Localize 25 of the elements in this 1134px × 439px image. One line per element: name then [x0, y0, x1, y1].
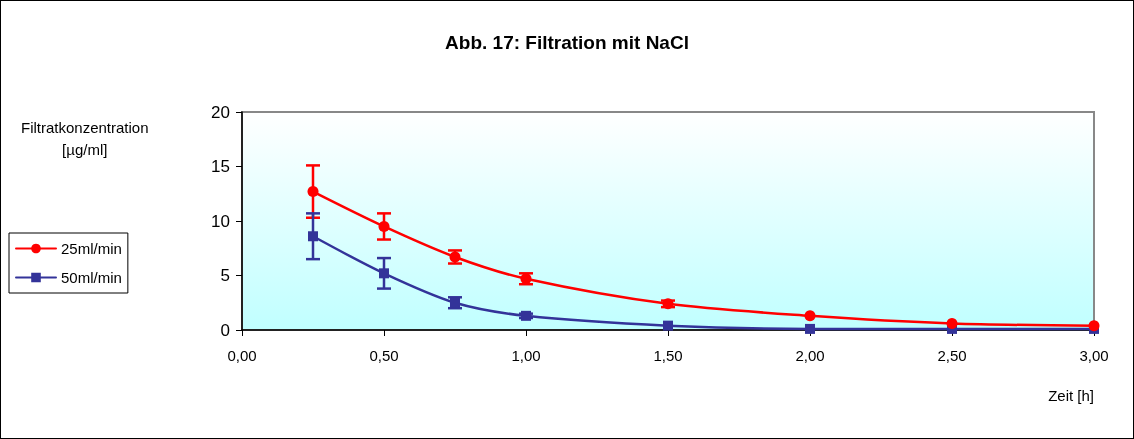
y-axis-title: Filtratkonzentration [µg/ml]: [21, 118, 149, 158]
x-tick-label: 2,50: [937, 347, 967, 364]
y-tick-label: 0: [220, 320, 230, 340]
legend-label: 25ml/min: [61, 240, 122, 257]
y-tick-label: 5: [220, 266, 230, 285]
x-tick-label: 0,00: [227, 347, 257, 364]
point: [378, 220, 390, 232]
x-tick-label: 2,00: [795, 347, 825, 364]
y-tick-label: 20: [211, 102, 230, 122]
point: [805, 323, 815, 334]
y-tick-label: 15: [211, 157, 230, 176]
x-axis-title: Zeit [h]: [1048, 387, 1094, 404]
point: [308, 231, 318, 242]
x-tick-label: 0,50: [369, 347, 399, 364]
x-tick-label: 1,50: [653, 347, 683, 364]
x-tick-label: 1,00: [511, 347, 541, 364]
point: [307, 186, 319, 198]
point: [663, 320, 673, 331]
point: [379, 268, 389, 279]
chart-title: Abb. 17: Filtration mit NaCl: [445, 32, 689, 53]
point: [804, 310, 816, 322]
y-tick-label: 10: [211, 211, 230, 231]
legend-label: 50ml/min: [61, 269, 122, 286]
x-tick-label: 3,00: [1079, 347, 1109, 364]
point: [946, 317, 958, 329]
